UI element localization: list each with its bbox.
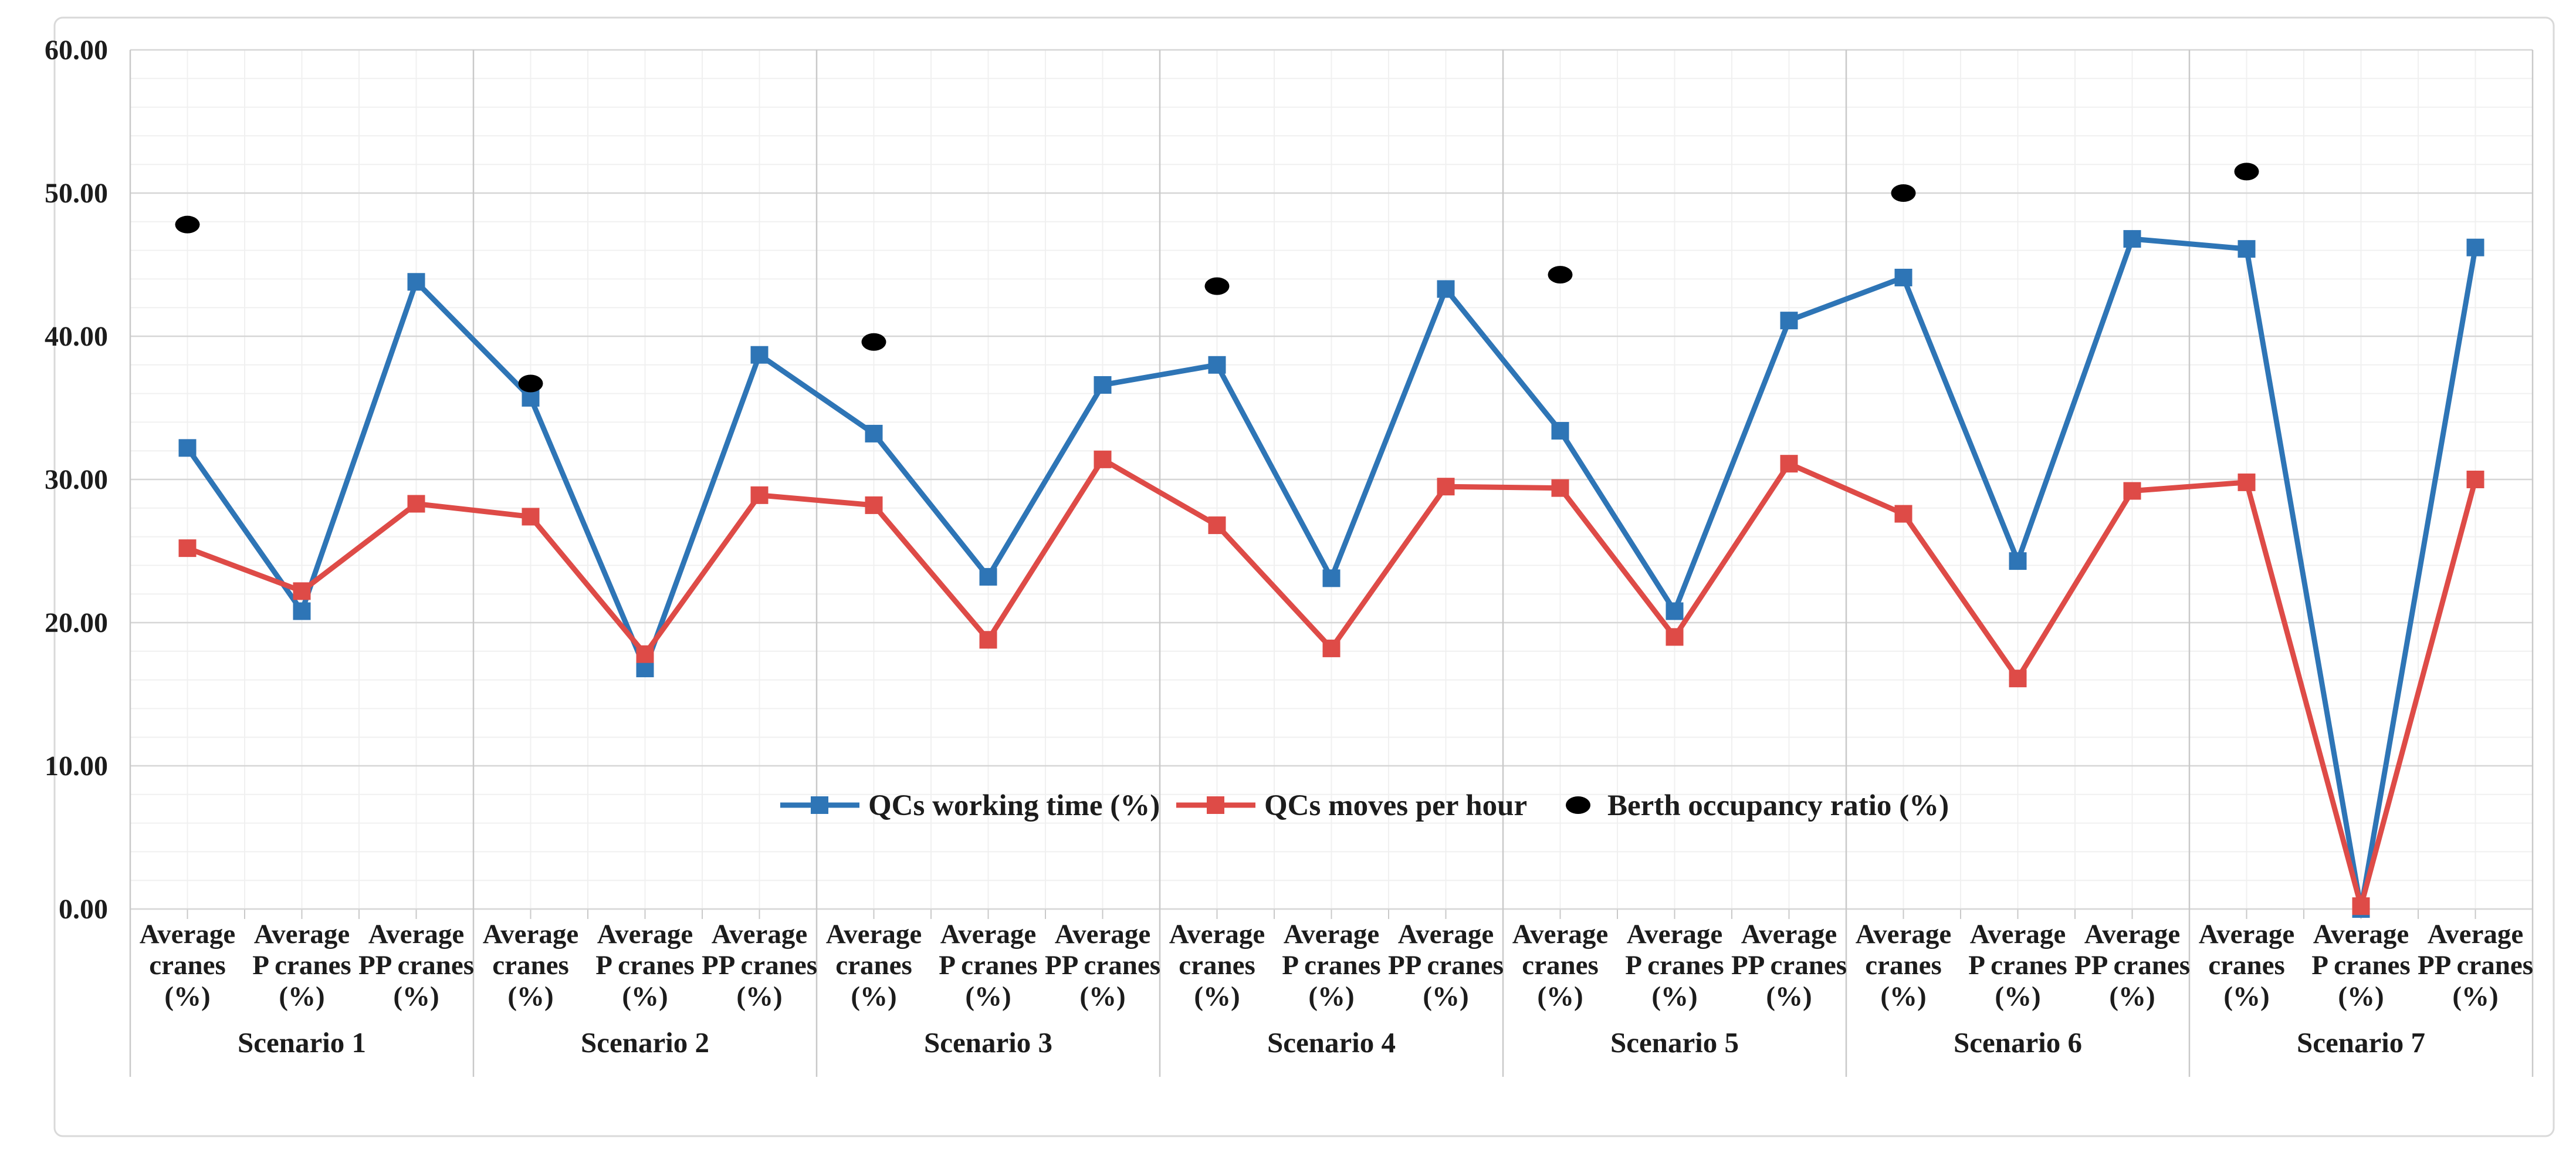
- scenario-label: Scenario 2: [581, 1026, 709, 1059]
- series-marker: [1322, 569, 1341, 587]
- series-marker: [1094, 450, 1112, 468]
- category-label: Average cranes (%): [1512, 919, 1609, 1012]
- category-label: Average PP cranes (%): [2418, 919, 2533, 1012]
- berth-occupancy-dot: [1204, 277, 1230, 295]
- category-label: Average cranes (%): [2199, 919, 2295, 1012]
- category-label: Average cranes (%): [1856, 919, 1952, 1012]
- series-marker: [1208, 356, 1226, 374]
- berth-occupancy-dot: [518, 374, 543, 393]
- berth-occupancy-dot: [1891, 184, 1916, 202]
- series-marker: [407, 495, 425, 513]
- category-label: Average P cranes (%): [1968, 919, 2067, 1012]
- figure-border: [53, 16, 2555, 1137]
- series-marker: [1666, 602, 1684, 620]
- y-tick-label: 30.00: [45, 464, 108, 495]
- berth-occupancy-dot: [861, 333, 886, 351]
- series-marker: [1780, 455, 1798, 473]
- series-marker: [750, 346, 769, 364]
- series-marker: [1551, 479, 1569, 497]
- series-marker: [1894, 505, 1912, 523]
- category-label: Average cranes (%): [140, 919, 236, 1012]
- series-marker: [1322, 639, 1341, 657]
- series-marker: [293, 602, 311, 620]
- series-marker: [1208, 516, 1226, 535]
- legend-marker-blue: [811, 796, 828, 814]
- category-label: Average PP cranes (%): [1731, 919, 1847, 1012]
- legend-label-qcs-working-time: QCs working time (%): [868, 789, 1160, 822]
- series-marker: [865, 496, 883, 514]
- legend-marker-red: [1207, 796, 1224, 814]
- series-marker: [1780, 312, 1798, 330]
- legend-marker-dot: [1566, 796, 1590, 814]
- series-marker: [2466, 238, 2484, 256]
- category-label: Average P cranes (%): [939, 919, 1037, 1012]
- series-marker: [407, 273, 425, 291]
- category-label: Average PP cranes (%): [1045, 919, 1160, 1012]
- category-label: Average P cranes (%): [2311, 919, 2410, 1012]
- series-marker: [178, 439, 197, 457]
- category-label: Average PP cranes (%): [1388, 919, 1504, 1012]
- berth-occupancy-dot: [1548, 266, 1573, 284]
- category-label: Average cranes (%): [483, 919, 579, 1012]
- scenario-label: Scenario 1: [238, 1026, 366, 1059]
- series-marker: [2238, 473, 2256, 491]
- scenario-label: Scenario 7: [2297, 1026, 2425, 1059]
- scenario-label: Scenario 4: [1267, 1026, 1396, 1059]
- series-marker: [979, 567, 997, 586]
- legend-label-qcs-moves-per-hour: QCs moves per hour: [1264, 789, 1527, 822]
- scenario-label: Scenario 6: [1954, 1026, 2082, 1059]
- series-marker: [2352, 897, 2370, 915]
- category-label: Average P cranes (%): [1625, 919, 1724, 1012]
- series-marker: [636, 645, 654, 663]
- scenario-label: Scenario 5: [1610, 1026, 1739, 1059]
- series-marker: [865, 424, 883, 442]
- y-tick-label: 10.00: [45, 751, 108, 782]
- berth-occupancy-dot: [175, 215, 200, 234]
- scenario-label: Scenario 3: [924, 1026, 1052, 1059]
- series-marker: [1094, 376, 1112, 394]
- series-marker: [2009, 552, 2027, 570]
- category-label: Average cranes (%): [1169, 919, 1265, 1012]
- series-marker: [979, 631, 997, 649]
- series-marker: [2123, 230, 2141, 248]
- y-tick-label: 50.00: [45, 178, 108, 209]
- series-marker: [1437, 280, 1455, 298]
- category-label: Average PP cranes (%): [2074, 919, 2190, 1012]
- series-marker: [2466, 471, 2484, 488]
- series-marker: [750, 486, 769, 504]
- series-marker: [1437, 478, 1455, 496]
- category-label: Average cranes (%): [826, 919, 922, 1012]
- category-label: Average PP cranes (%): [358, 919, 474, 1012]
- category-label: Average PP cranes (%): [702, 919, 817, 1012]
- y-tick-label: 20.00: [45, 607, 108, 638]
- berth-occupancy-dot: [2234, 163, 2259, 181]
- legend-label-berth-occupancy: Berth occupancy ratio (%): [1607, 789, 1949, 822]
- series-marker: [293, 582, 311, 600]
- series-marker: [2009, 670, 2027, 688]
- category-label: Average P cranes (%): [595, 919, 694, 1012]
- y-tick-label: 60.00: [45, 35, 108, 66]
- category-label: Average P cranes (%): [1282, 919, 1380, 1012]
- series-marker: [1551, 422, 1569, 440]
- y-tick-label: 0.00: [59, 894, 108, 925]
- series-marker: [178, 539, 197, 557]
- category-label: Average P cranes (%): [252, 919, 351, 1012]
- series-marker: [2123, 482, 2141, 500]
- series-marker: [522, 508, 540, 526]
- series-marker: [2238, 240, 2256, 258]
- series-marker: [1666, 628, 1684, 646]
- y-tick-label: 40.00: [45, 321, 108, 352]
- series-marker: [1894, 268, 1912, 286]
